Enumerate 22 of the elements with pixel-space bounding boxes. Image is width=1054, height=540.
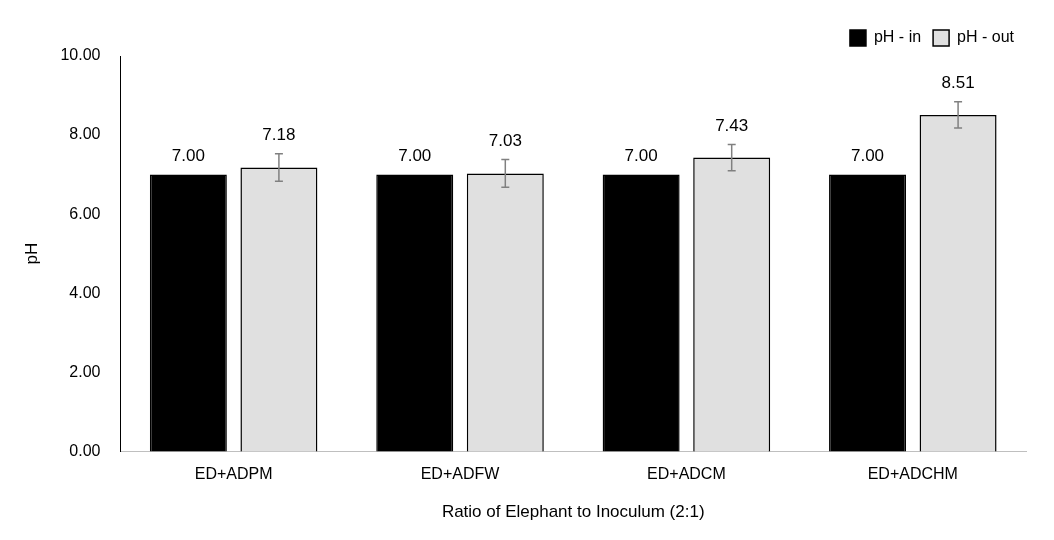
y-tick-label: 8.00 — [69, 125, 101, 143]
x-tick-label: ED+ADCHM — [867, 465, 958, 483]
x-tick-label: ED+ADPM — [194, 465, 273, 483]
data-label: 7.43 — [715, 115, 749, 135]
data-label: 7.00 — [171, 145, 205, 165]
y-tick-label: 10.00 — [60, 46, 101, 64]
y-axis-title: pH — [21, 242, 41, 265]
data-label: 7.00 — [398, 145, 432, 165]
x-axis-title: Ratio of Elephant to Inoculum (2:1) — [441, 502, 705, 522]
y-tick-label: 2.00 — [69, 362, 101, 380]
data-label: 7.18 — [262, 124, 296, 144]
legend-label: pH - out — [957, 28, 1015, 46]
y-tick-label: 6.00 — [69, 204, 101, 222]
legend-label: pH - in — [873, 28, 922, 46]
x-tick-label: ED+ADFW — [420, 465, 501, 483]
data-label: 7.03 — [488, 130, 522, 150]
data-label: 7.00 — [850, 145, 885, 165]
x-tick-label: ED+ADCM — [647, 465, 726, 483]
y-tick-label: 4.00 — [69, 283, 101, 301]
data-label: 7.00 — [624, 145, 658, 165]
y-tick-label: 0.00 — [69, 441, 101, 459]
data-label: 8.51 — [941, 73, 975, 93]
